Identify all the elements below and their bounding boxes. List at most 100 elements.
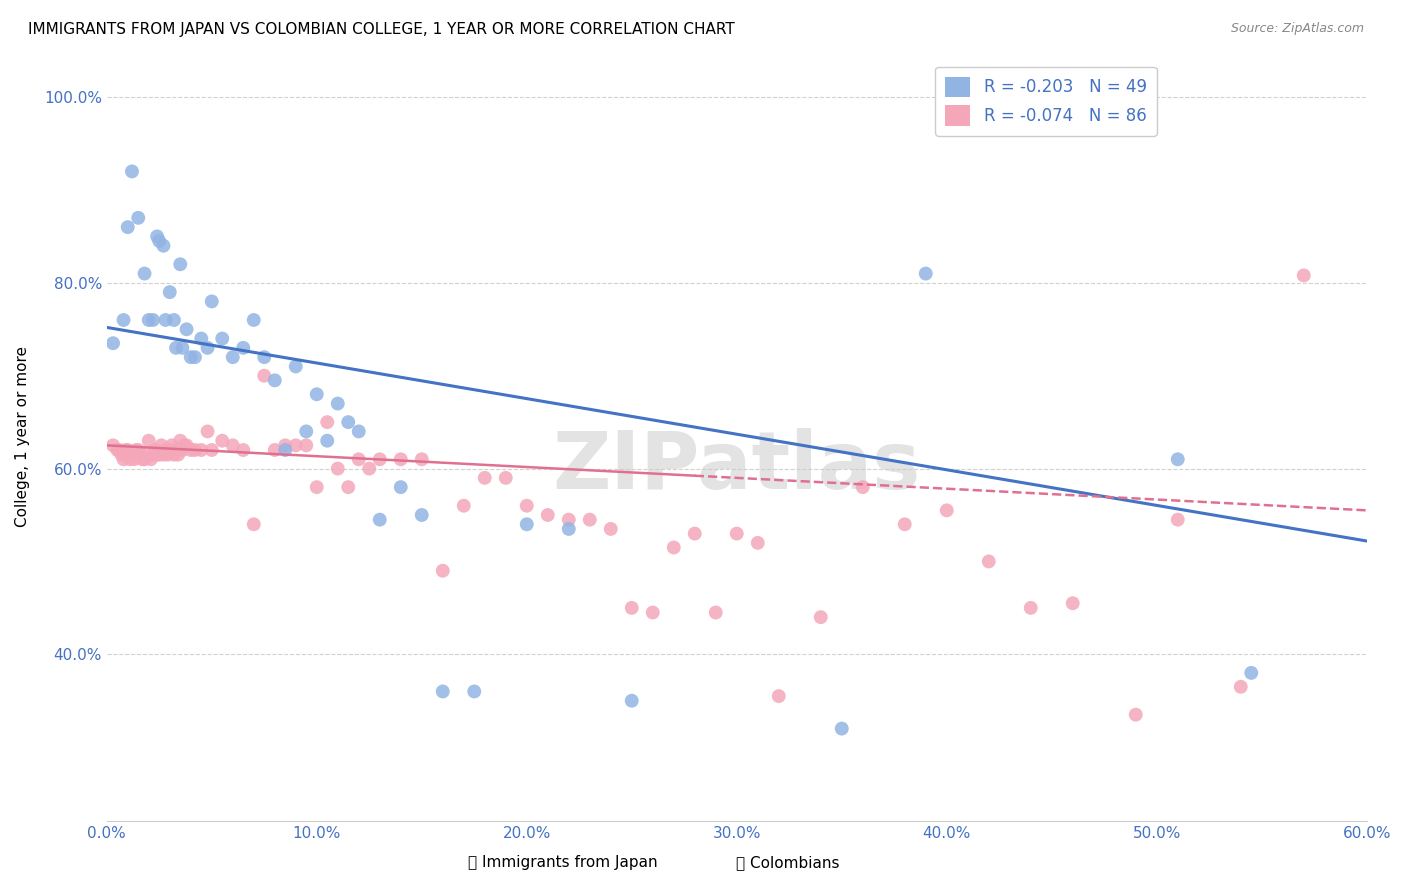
Point xyxy=(537,508,560,522)
Point xyxy=(516,499,538,513)
Point xyxy=(176,322,198,336)
Text: IMMIGRANTS FROM JAPAN VS COLOMBIAN COLLEGE, 1 YEAR OR MORE CORRELATION CHART: IMMIGRANTS FROM JAPAN VS COLOMBIAN COLLE… xyxy=(28,22,735,37)
Point xyxy=(463,684,485,698)
Point xyxy=(180,350,202,364)
Point xyxy=(142,448,165,462)
Point xyxy=(263,373,285,387)
Point xyxy=(176,438,198,452)
Point xyxy=(295,425,318,439)
Point xyxy=(1292,268,1315,283)
Point xyxy=(305,387,328,401)
Point xyxy=(337,415,360,429)
Point xyxy=(211,434,233,448)
Point xyxy=(197,425,219,439)
Point xyxy=(108,442,131,457)
Point xyxy=(768,689,790,703)
Point xyxy=(105,442,128,457)
Point xyxy=(131,452,153,467)
Point xyxy=(159,442,181,457)
Point xyxy=(242,313,264,327)
Point xyxy=(152,238,174,252)
Point xyxy=(146,448,169,462)
Point xyxy=(190,442,212,457)
Point xyxy=(184,350,207,364)
Point xyxy=(190,332,212,346)
Point xyxy=(163,313,186,327)
Point xyxy=(326,396,349,410)
Point xyxy=(146,229,169,244)
Point xyxy=(127,442,149,457)
Point xyxy=(683,526,706,541)
Point xyxy=(112,313,135,327)
Point xyxy=(295,438,318,452)
Point xyxy=(253,368,276,383)
Point xyxy=(347,425,370,439)
Point xyxy=(173,438,195,452)
Point xyxy=(232,442,254,457)
Point xyxy=(914,267,936,281)
Point xyxy=(599,522,621,536)
Point xyxy=(135,448,157,462)
Point xyxy=(725,526,748,541)
Point xyxy=(1125,707,1147,722)
Point xyxy=(368,452,391,467)
Point xyxy=(121,448,143,462)
Point xyxy=(1062,596,1084,610)
Point xyxy=(1229,680,1251,694)
Point xyxy=(139,452,162,467)
Text: ⬜ Colombians: ⬜ Colombians xyxy=(735,855,839,870)
Point xyxy=(1167,452,1189,467)
Point xyxy=(101,336,124,351)
Point xyxy=(142,313,165,327)
Point xyxy=(893,517,915,532)
Point xyxy=(831,722,853,736)
Point xyxy=(134,267,156,281)
Point xyxy=(316,415,339,429)
Point xyxy=(222,350,245,364)
Point xyxy=(641,606,664,620)
Point xyxy=(156,448,179,462)
Point xyxy=(316,434,339,448)
Point xyxy=(150,438,173,452)
Point xyxy=(117,442,139,457)
Point xyxy=(148,448,170,462)
Point xyxy=(411,452,433,467)
Text: ZIPatlas: ZIPatlas xyxy=(553,428,921,506)
Point xyxy=(558,522,581,536)
Point xyxy=(134,452,156,467)
Point xyxy=(747,536,769,550)
Point xyxy=(411,508,433,522)
Legend: R = -0.203   N = 49, R = -0.074   N = 86: R = -0.203 N = 49, R = -0.074 N = 86 xyxy=(935,67,1157,136)
Point xyxy=(1240,665,1263,680)
Point xyxy=(101,438,124,452)
Point xyxy=(159,285,181,299)
Point xyxy=(122,452,145,467)
Point xyxy=(129,448,152,462)
Point xyxy=(184,442,207,457)
Point xyxy=(620,694,643,708)
Point xyxy=(432,564,454,578)
Point xyxy=(284,359,307,374)
Point xyxy=(232,341,254,355)
Point xyxy=(155,442,177,457)
Point xyxy=(474,471,496,485)
Point xyxy=(935,503,957,517)
Point xyxy=(263,442,285,457)
Point xyxy=(852,480,875,494)
Point xyxy=(167,448,190,462)
Point xyxy=(242,517,264,532)
Point xyxy=(495,471,517,485)
Point xyxy=(274,438,297,452)
Point xyxy=(169,434,191,448)
Point xyxy=(163,448,186,462)
Point xyxy=(620,600,643,615)
Point xyxy=(155,313,177,327)
Point xyxy=(127,211,149,225)
Point xyxy=(432,684,454,698)
Point xyxy=(121,164,143,178)
Point xyxy=(118,452,141,467)
Point xyxy=(662,541,685,555)
Point xyxy=(253,350,276,364)
Point xyxy=(138,313,160,327)
Point xyxy=(516,517,538,532)
